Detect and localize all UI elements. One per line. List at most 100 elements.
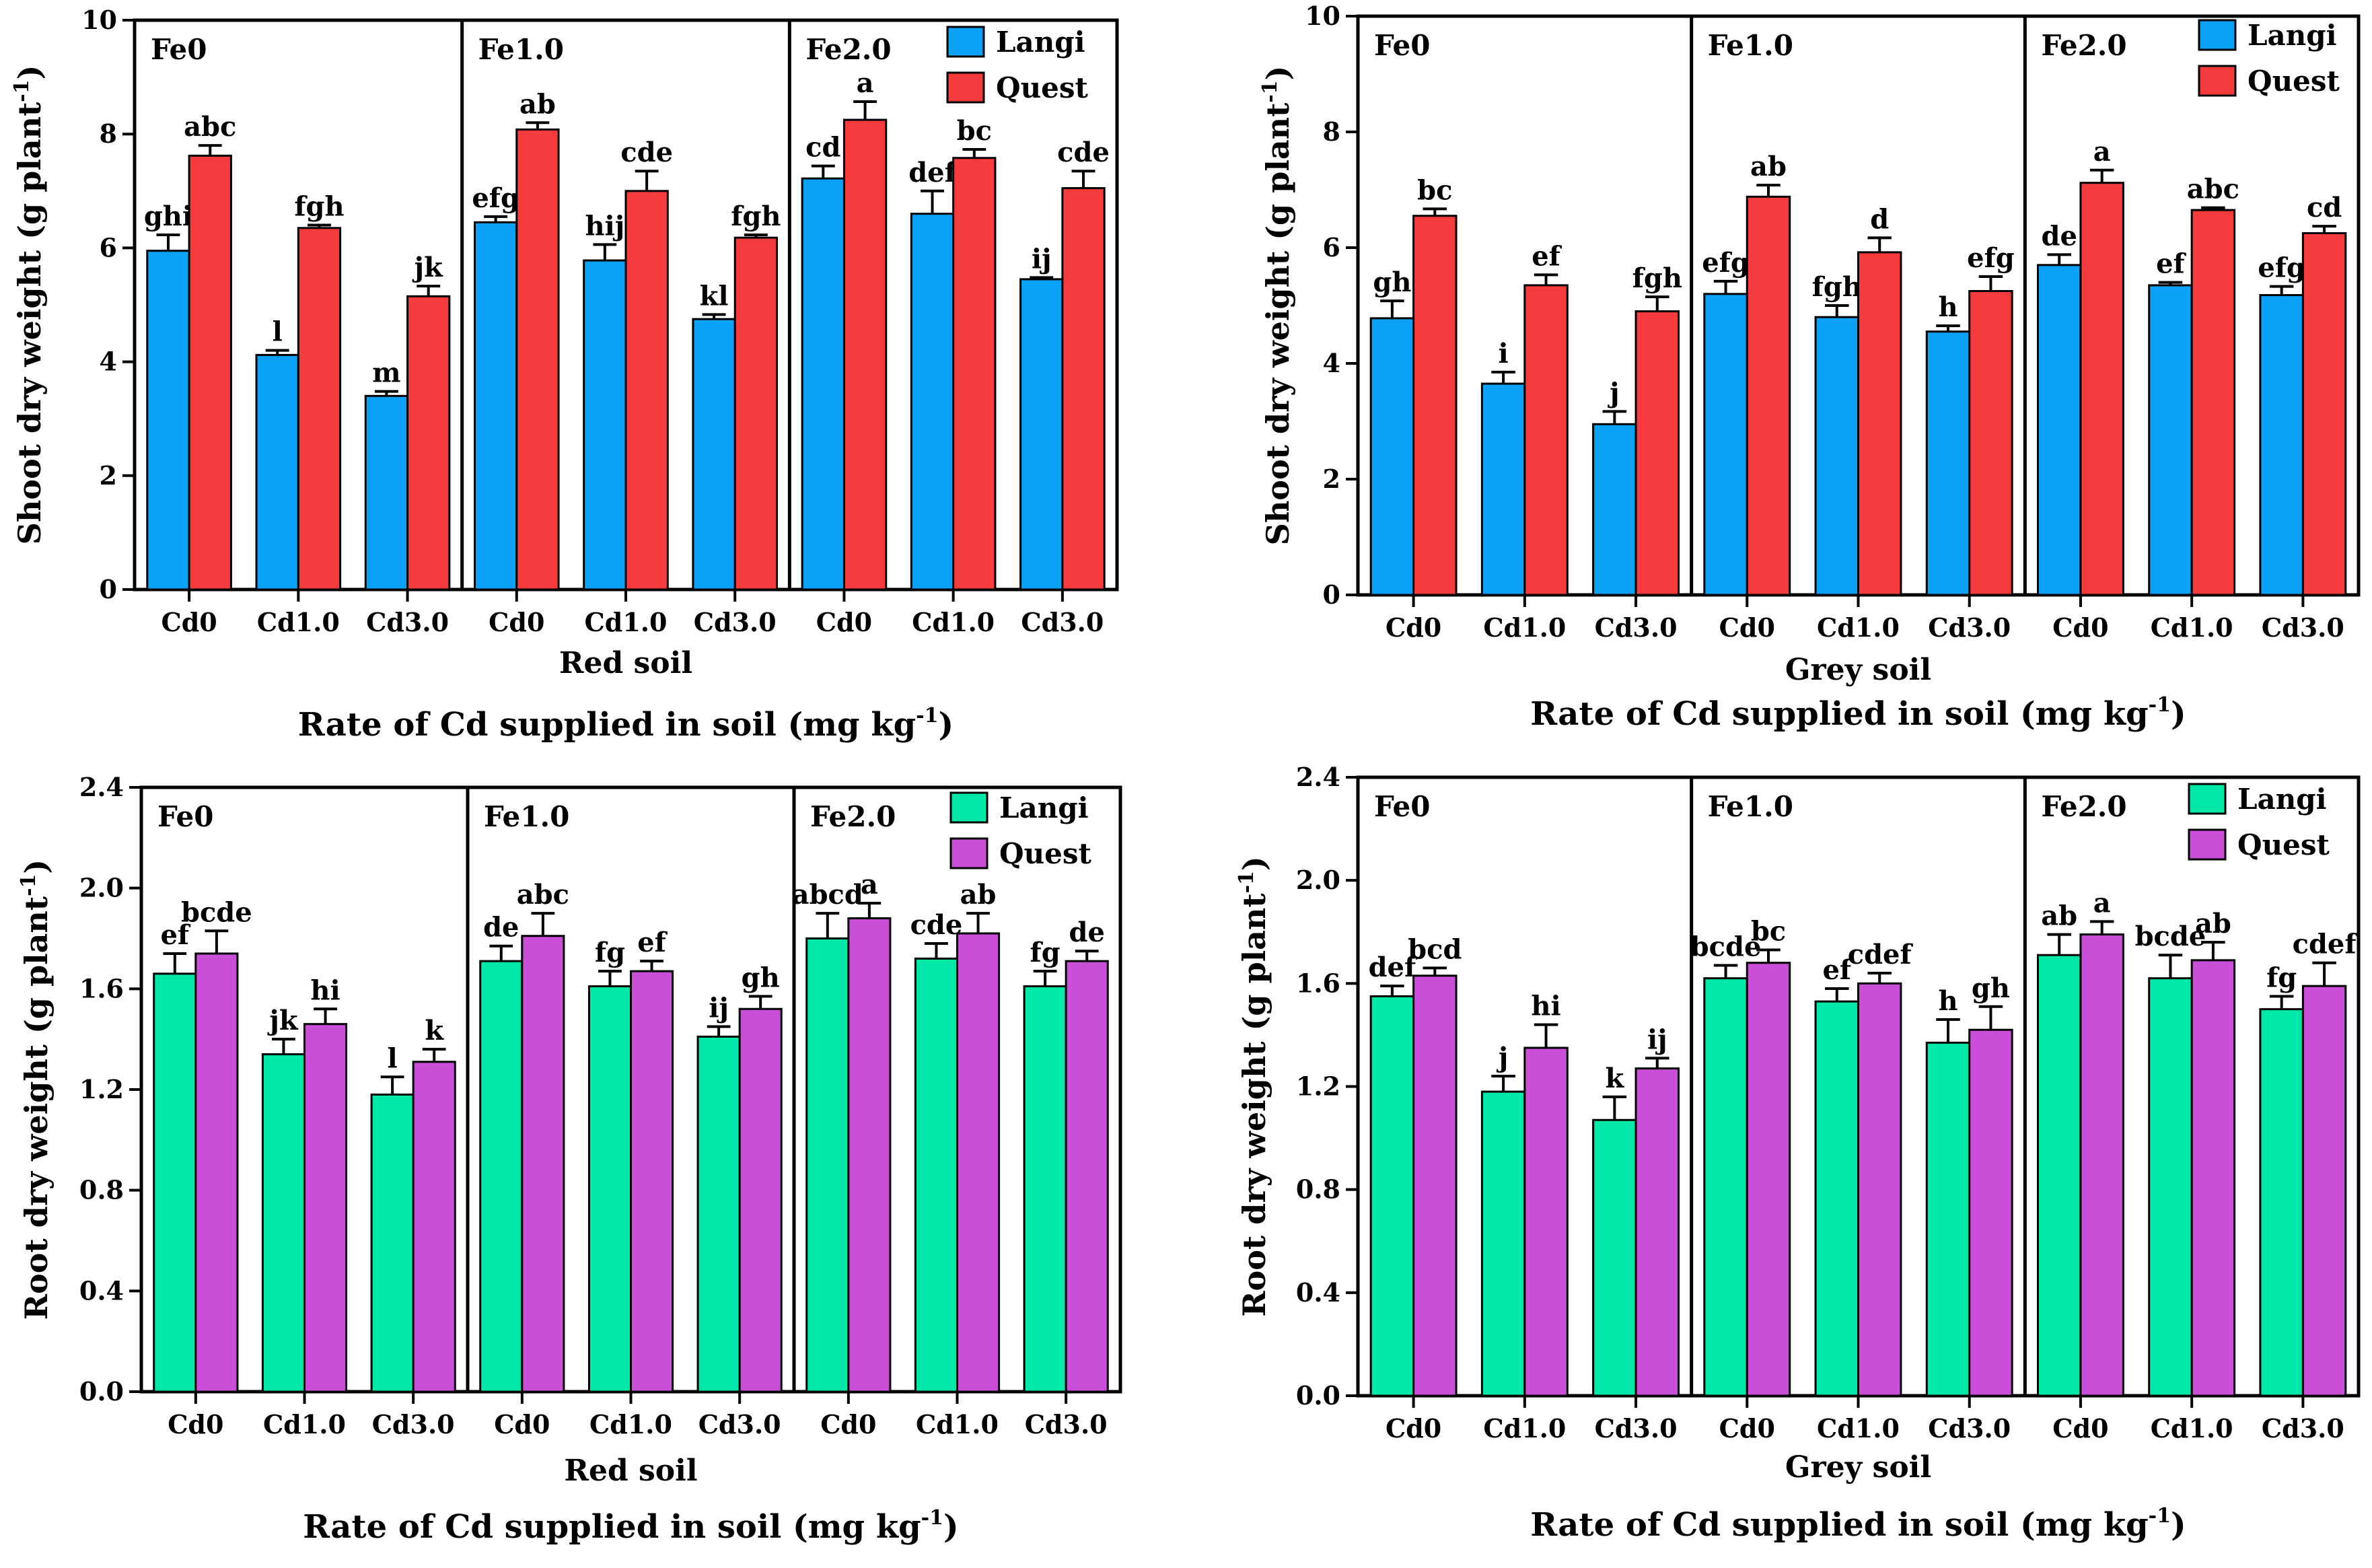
chart-root-red: 0.0 0.4 0.8 1.2 1.6 2.0 2.4 Root dry weight (g … [17, 772, 1122, 1546]
significance-letter: bcde [181, 896, 252, 928]
bar-quest [952, 157, 997, 591]
y-tick-label: 0.8 [1296, 1174, 1340, 1205]
x-tick-label: Cd0 [1719, 612, 1775, 643]
significance-letter: a [2093, 136, 2111, 168]
bar-quest [521, 935, 565, 1393]
y-axis-label-sup: -1 [10, 79, 34, 102]
y-tick-label: 10 [1305, 1, 1340, 31]
significance-letter: bcd [1408, 933, 1462, 965]
legend-label: Langi [2237, 783, 2327, 816]
significance-letter: efg [472, 182, 519, 214]
significance-letter: cde [1057, 137, 1110, 168]
bar-quest [847, 917, 892, 1393]
significance-letter: ef [637, 927, 668, 958]
bar-langi [364, 394, 409, 591]
y-tick-label: 1.6 [1296, 968, 1340, 998]
x-axis-title-close: ) [2171, 695, 2186, 733]
significance-letter: efg [1702, 247, 1750, 279]
bar-quest [2079, 182, 2124, 596]
bar-langi [1814, 316, 1860, 596]
chart-root-grey: 0.0 0.4 0.8 1.2 1.6 2.0 2.4 Root dry weight (g … [1235, 762, 2361, 1544]
bar-quest [515, 128, 560, 591]
bar-langi [2148, 284, 2193, 596]
x-axis-title-sup: -1 [916, 704, 938, 727]
significance-letter: fgh [731, 201, 781, 232]
bar-quest [738, 1007, 783, 1393]
bar-langi [1703, 293, 1748, 596]
bar-quest [1061, 187, 1106, 591]
significance-letter: gh [1373, 266, 1411, 298]
significance-letter: hij [585, 210, 624, 242]
y-axis-label-sup: -1 [17, 874, 40, 896]
y-tick-label: 0.4 [79, 1275, 124, 1306]
legend-swatch-langi [2198, 19, 2237, 51]
legend-label: Quest [999, 837, 1091, 870]
x-tick-label: Cd1.0 [916, 1409, 999, 1439]
bar-langi [1925, 330, 1971, 596]
bar-quest [2079, 933, 2124, 1397]
x-axis-title-sup: -1 [921, 1506, 943, 1530]
significance-letter: bc [1417, 174, 1452, 206]
bar-quest [1968, 1028, 2013, 1397]
y-tick-label: 8 [100, 118, 117, 149]
legend-label: Langi [999, 791, 1089, 824]
x-tick-label: Cd0 [2052, 1413, 2108, 1444]
y-axis-label-close: ) [1236, 856, 1272, 871]
bar-quest [1746, 962, 1791, 1397]
y-tick-label: 10 [81, 5, 117, 35]
bar-quest [624, 190, 669, 591]
x-tick-label: Cd1.0 [1483, 612, 1566, 643]
y-axis-label-text: Shoot dry weight (g plant [11, 102, 48, 544]
y-tick-label: 8 [1323, 116, 1340, 147]
y-axis-label-text: Root dry weight (g plant [18, 896, 55, 1320]
bar-langi [1592, 423, 1637, 596]
x-tick-label: Cd3.0 [694, 607, 777, 637]
significance-letter: ef [2156, 248, 2186, 280]
significance-letter: abc [2187, 174, 2239, 205]
significance-letter: gh [1972, 972, 2010, 1004]
panel-label: Fe0 [1374, 790, 1430, 823]
legend-swatch-langi [2188, 783, 2227, 815]
bar-langi [1369, 995, 1415, 1397]
significance-letter: a [857, 67, 874, 99]
x-tick-label: Cd0 [161, 607, 217, 637]
x-tick-label: Cd1.0 [257, 607, 340, 637]
significance-letter: ab [2195, 908, 2231, 939]
x-tick-label: Cd0 [820, 1409, 876, 1439]
y-tick-label: 0.4 [1296, 1277, 1340, 1308]
x-tick-label: Cd0 [489, 607, 544, 637]
bar-quest [303, 1023, 348, 1393]
panel-label: Fe1.0 [1708, 29, 1793, 62]
significance-letter: fgh [1632, 262, 1682, 294]
y-tick-label: 2 [100, 460, 117, 491]
significance-letter: abc [184, 111, 236, 143]
y-axis-label: Root dry weight (g plant-1) [17, 859, 55, 1320]
significance-letter: fg [595, 937, 625, 968]
significance-letter: ab [1750, 151, 1787, 182]
bar-langi [696, 1035, 741, 1393]
bar-langi [2036, 264, 2082, 596]
bar-quest [1634, 1067, 1680, 1397]
bar-quest [2190, 209, 2236, 596]
significance-letter: def [908, 157, 958, 188]
significance-letter: cde [620, 137, 673, 168]
x-axis-title: Rate of Cd supplied in soil (mg kg-1) [1530, 1504, 2186, 1544]
y-tick-label: 2.4 [1296, 762, 1340, 792]
significance-letter: cd [805, 132, 840, 164]
legend-swatch-quest [2198, 65, 2237, 97]
significance-letter: cdef [2293, 929, 2359, 960]
significance-letter: fg [2266, 962, 2297, 993]
significance-letter: de [1069, 917, 1104, 948]
legend-swatch-quest [2188, 828, 2227, 861]
significance-letter: k [1605, 1063, 1624, 1094]
bar-quest [2190, 959, 2236, 1397]
panel-label: Fe1.0 [478, 33, 564, 66]
y-tick-label: 0 [100, 574, 117, 604]
y-axis-label-close: ) [18, 859, 55, 874]
bar-langi [805, 937, 850, 1393]
x-tick-label: Cd3.0 [2262, 1413, 2344, 1444]
bar-quest [1065, 960, 1109, 1393]
significance-letter: l [388, 1042, 398, 1074]
